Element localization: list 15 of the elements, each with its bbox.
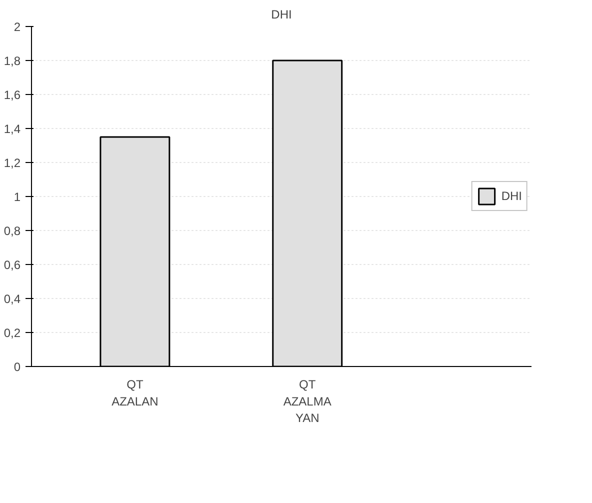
y-tick-label: 1,6 xyxy=(4,88,21,102)
y-tick-label: 0,4 xyxy=(4,292,21,306)
legend-label: DHI xyxy=(501,189,522,203)
y-tick-label: 0 xyxy=(14,360,21,374)
chart-title: DHI xyxy=(271,8,292,22)
x-tick-label: QT AZALMA YAN xyxy=(283,378,332,426)
x-tick-label: QT AZALAN xyxy=(112,378,158,408)
y-tick-label: 0,8 xyxy=(4,224,21,238)
y-tick-label: 1,4 xyxy=(4,122,21,136)
y-tick-label: 2 xyxy=(14,20,21,34)
y-tick-label: 0,2 xyxy=(4,326,21,340)
y-tick-label: 0,6 xyxy=(4,258,21,272)
y-tick-label: 1 xyxy=(14,190,21,204)
y-tick-label: 1,8 xyxy=(4,54,21,68)
y-tick-label: 1,2 xyxy=(4,156,21,170)
